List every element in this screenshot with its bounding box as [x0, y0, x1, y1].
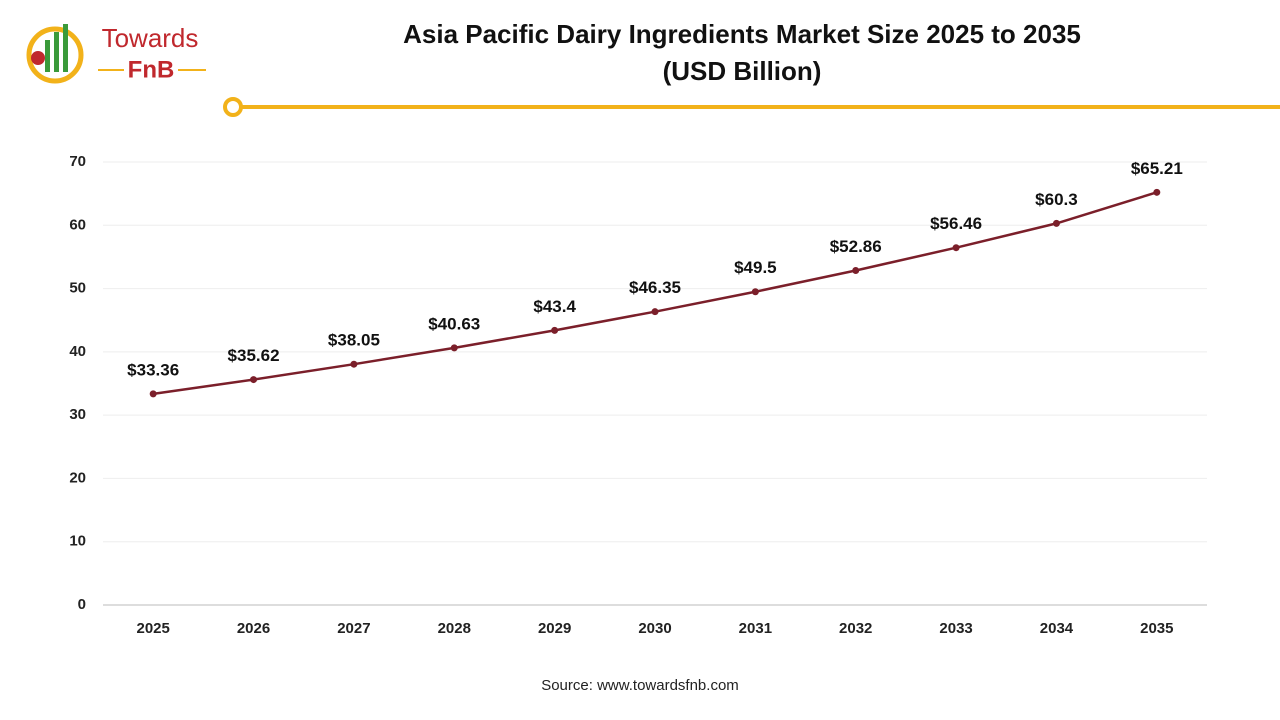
chart-title: Asia Pacific Dairy Ingredients Market Si…: [403, 19, 1081, 49]
logo-bar: [63, 24, 68, 72]
x-tick-label: 2025: [136, 620, 169, 637]
point: [149, 390, 157, 398]
point: [651, 308, 659, 316]
point: [551, 326, 559, 334]
logo: Towards FnB: [26, 23, 206, 84]
data-label: $43.4: [533, 297, 576, 316]
point: [1153, 188, 1161, 196]
chart-subtitle: (USD Billion): [663, 56, 822, 86]
point: [1052, 219, 1060, 227]
y-tick-label: 50: [69, 280, 86, 297]
logo-text: Towards: [102, 23, 199, 53]
data-label: $56.46: [930, 214, 982, 233]
logo-dot: [31, 51, 45, 65]
x-tick-label: 2029: [538, 620, 571, 637]
data-label: $60.3: [1035, 190, 1078, 209]
point: [852, 266, 860, 274]
point: [952, 244, 960, 252]
y-tick-label: 30: [69, 406, 86, 423]
x-tick-label: 2027: [337, 620, 370, 637]
y-tick-label: 70: [69, 153, 86, 170]
data-label: $38.05: [328, 331, 380, 350]
logo-bar: [54, 32, 59, 72]
logo-text: FnB: [128, 56, 175, 83]
y-tick-label: 20: [69, 469, 86, 486]
x-tick-label: 2035: [1140, 620, 1173, 637]
y-tick-label: 40: [69, 343, 86, 360]
data-label: $46.35: [629, 278, 681, 297]
data-label: $49.5: [734, 258, 777, 277]
point: [450, 344, 458, 352]
logo-ring: [26, 26, 84, 84]
x-tick-label: 2026: [237, 620, 270, 637]
data-label: $52.86: [830, 237, 882, 256]
x-tick-label: 2031: [739, 620, 772, 637]
y-tick-label: 10: [69, 533, 86, 550]
x-tick-label: 2034: [1040, 620, 1074, 637]
data-label: $40.63: [428, 314, 480, 333]
data-label: $65.21: [1131, 159, 1183, 178]
x-tick-label: 2033: [939, 620, 972, 637]
source: Source: www.towardsfnb.com: [541, 677, 739, 694]
data-label: $35.62: [228, 346, 280, 365]
data-label: $33.36: [127, 360, 179, 379]
y-tick-label: 0: [78, 596, 86, 613]
point: [751, 288, 759, 296]
x-tick-label: 2032: [839, 620, 872, 637]
divider-dot: [223, 97, 243, 117]
y-tick-label: 60: [69, 216, 86, 233]
logo-bar: [45, 40, 50, 72]
point: [250, 376, 258, 384]
point: [350, 360, 358, 368]
x-tick-label: 2028: [438, 620, 471, 637]
x-tick-label: 2030: [638, 620, 671, 637]
